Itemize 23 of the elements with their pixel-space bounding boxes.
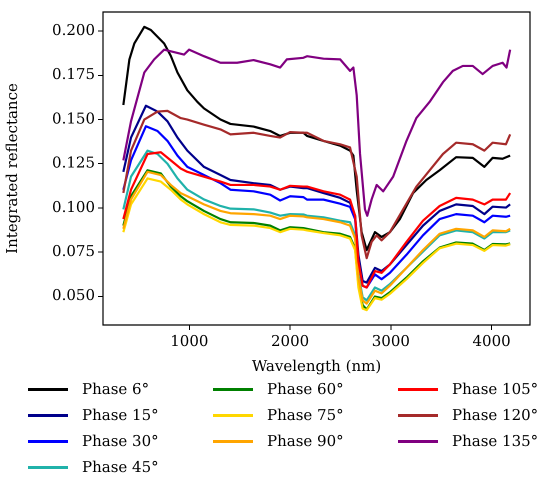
y-axis-title: Integrated reflectance	[2, 83, 21, 254]
legend-label: Phase 120°	[452, 406, 538, 424]
legend-label: Phase 135°	[452, 432, 538, 450]
legend-label: Phase 30°	[82, 432, 159, 450]
legend-label: Phase 75°	[267, 406, 344, 424]
legend-label: Phase 15°	[82, 406, 159, 424]
legend-label: Phase 6°	[82, 380, 150, 398]
y-tick-label: 0.050	[52, 286, 95, 304]
x-tick-label: 2000	[271, 332, 310, 350]
x-axis-title: Wavelength (nm)	[252, 356, 382, 375]
x-tick-label: 1000	[170, 332, 208, 350]
y-tick-label: 0.150	[52, 109, 95, 128]
legend-label: Phase 45°	[82, 458, 159, 476]
y-tick-label: 0.175	[52, 65, 95, 84]
y-tick-label: 0.125	[52, 154, 95, 172]
legend-label: Phase 90°	[267, 432, 344, 450]
x-tick-label: 3000	[372, 332, 410, 350]
y-tick-label: 0.200	[52, 20, 95, 39]
y-tick-label: 0.075	[52, 242, 95, 260]
legend-label: Phase 105°	[452, 380, 538, 398]
y-tick-label: 0.100	[52, 198, 95, 216]
legend-label: Phase 60°	[267, 380, 344, 398]
x-tick-label: 4000	[472, 332, 511, 350]
